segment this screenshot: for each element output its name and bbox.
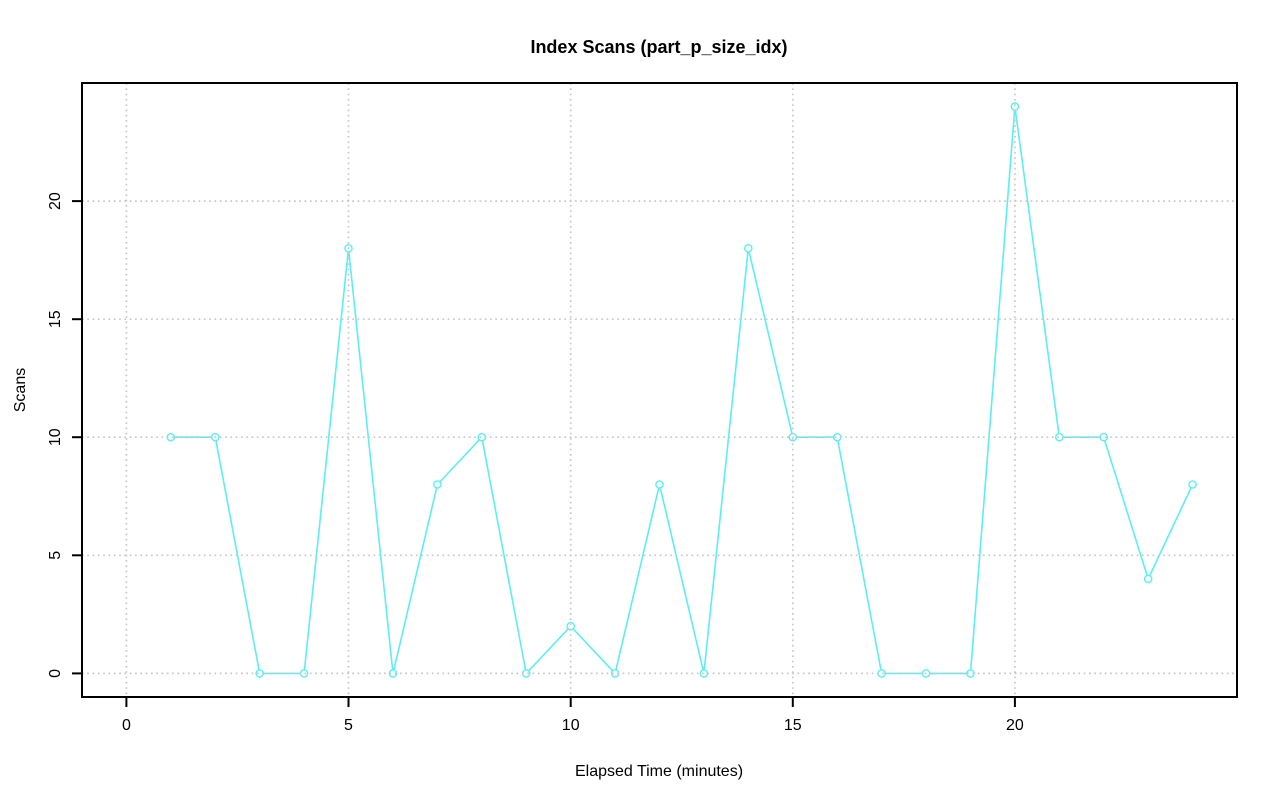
y-tick-label: 10: [47, 428, 64, 446]
series-line: [170, 105, 1194, 675]
plot-area: 0 5 10 15 20 0 5 10 15 20: [47, 82, 1238, 734]
data-point: [477, 432, 487, 442]
y-tick-label: 0: [47, 669, 64, 678]
chart-title: Index Scans (part_p_size_idx): [530, 37, 787, 57]
data-point: [877, 669, 886, 678]
x-tick-label: 20: [1006, 717, 1024, 734]
axes-layer: 0 5 10 15 20 0 5 10 15 20: [47, 82, 1238, 734]
series-layer: [166, 102, 1197, 678]
grid-layer: [82, 83, 1237, 697]
plot-border: [81, 82, 1238, 698]
y-axis-label: Scans: [12, 368, 29, 412]
data-point: [1188, 480, 1197, 489]
data-point: [966, 669, 975, 678]
data-point: [1010, 102, 1020, 111]
data-point: [299, 669, 309, 678]
y-tick-label: 5: [47, 551, 64, 560]
data-point: [655, 480, 664, 489]
x-tick-label: 5: [344, 717, 353, 734]
data-point: [699, 669, 709, 678]
y-tick-label: 20: [47, 192, 64, 210]
x-tick-label: 10: [562, 717, 580, 734]
data-point: [433, 480, 442, 489]
x-tick-label: 0: [122, 717, 131, 734]
data-point: [1055, 432, 1064, 442]
data-point: [1143, 574, 1153, 584]
data-point: [744, 243, 753, 253]
x-tick-label: 15: [784, 717, 802, 734]
x-axis-label: Elapsed Time (minutes): [575, 763, 743, 780]
y-tick-label: 15: [47, 310, 64, 328]
